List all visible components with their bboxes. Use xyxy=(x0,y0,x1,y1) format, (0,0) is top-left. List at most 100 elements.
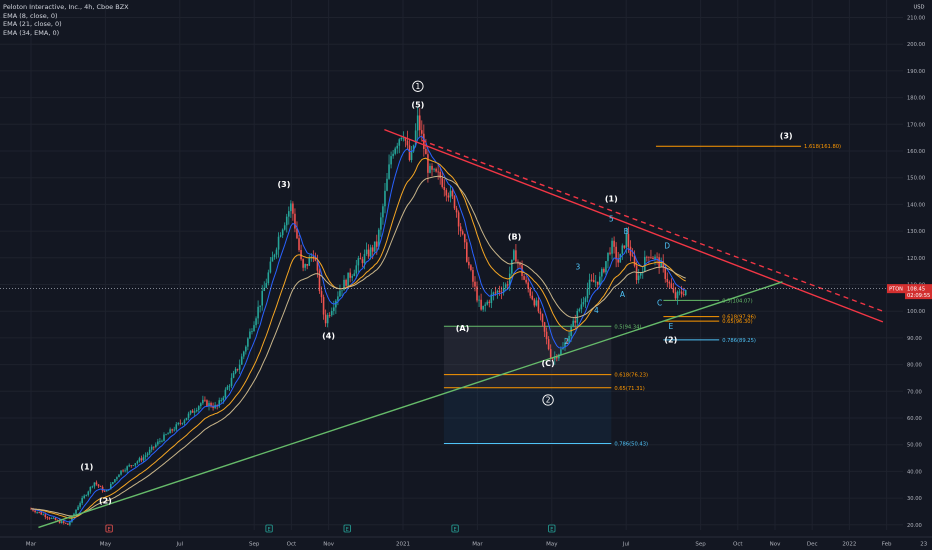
candle-body xyxy=(159,440,161,442)
candle-body xyxy=(547,339,550,350)
candle-body xyxy=(351,276,354,278)
candle-body xyxy=(603,269,605,273)
candle-body xyxy=(240,356,243,365)
earnings-marker[interactable] xyxy=(548,524,556,533)
earnings-marker[interactable] xyxy=(105,524,113,533)
candle-body xyxy=(167,433,169,435)
candle-body xyxy=(511,259,513,274)
candle-body xyxy=(465,242,468,262)
earnings-marker-label: E xyxy=(267,527,270,533)
time-tick-label: Nov xyxy=(770,542,781,548)
candle-body xyxy=(218,400,221,407)
candle-body xyxy=(406,140,409,146)
candle-body xyxy=(195,409,198,412)
price-tick-label: 170.00 xyxy=(907,122,925,128)
candle-body xyxy=(365,249,368,255)
candle-body xyxy=(306,263,309,266)
candle-body xyxy=(52,517,55,519)
ticker-tag[interactable] xyxy=(887,284,905,294)
candle-body xyxy=(627,233,630,247)
bar-countdown: 02:09:55 xyxy=(907,293,930,299)
last-price-tag[interactable] xyxy=(905,284,932,300)
candle-body xyxy=(392,153,394,157)
price-tick-label: 80.00 xyxy=(907,363,922,369)
indicator-ema-34: EMA (34, EMA, 0) xyxy=(3,28,60,37)
candle-body xyxy=(228,385,231,387)
candle-body xyxy=(508,273,511,286)
candle-body xyxy=(637,275,640,281)
candle-body xyxy=(650,257,652,259)
candle-body xyxy=(210,403,212,407)
candle-body xyxy=(290,203,292,212)
candle-body xyxy=(515,250,517,262)
candle-body xyxy=(316,260,319,271)
candle-body xyxy=(112,482,114,484)
candle-body xyxy=(232,373,235,378)
candle-body xyxy=(666,278,669,283)
candle-body xyxy=(87,491,90,496)
candle-body xyxy=(185,417,188,421)
candle-body xyxy=(36,512,38,513)
candle-body xyxy=(89,486,92,492)
candle-body xyxy=(142,457,145,461)
earnings-marker[interactable] xyxy=(265,524,273,533)
candle-body xyxy=(490,294,493,303)
earnings-marker[interactable] xyxy=(451,524,459,533)
last-price-value: 108.45 xyxy=(907,287,925,293)
candle-body xyxy=(502,288,505,293)
candle-body xyxy=(337,296,339,301)
candle-body xyxy=(474,281,476,287)
candle-body xyxy=(429,165,431,173)
candle-body xyxy=(582,302,585,305)
candle-body xyxy=(410,151,413,160)
candle-body xyxy=(255,318,257,326)
price-tick-label: 50.00 xyxy=(907,443,922,449)
trendline-solid[interactable] xyxy=(38,281,783,529)
ema-lines xyxy=(30,135,686,523)
candle-body xyxy=(553,356,556,360)
candle-body xyxy=(247,338,249,347)
candle-body xyxy=(519,262,521,266)
candle-body xyxy=(171,429,173,431)
time-axis[interactable]: Mar May Jul Sep Oct Nov 2021 Mar May Jul Sep Oct Nov… xyxy=(0,536,932,550)
candle-body xyxy=(631,255,634,257)
candle-body xyxy=(639,272,642,276)
candle-body xyxy=(412,145,415,152)
candle-body xyxy=(134,463,137,466)
candle-body xyxy=(431,165,433,170)
candle-body xyxy=(564,342,566,348)
candle-body xyxy=(339,290,341,297)
trendlines[interactable] xyxy=(38,128,884,529)
candle-body xyxy=(73,513,75,517)
symbol-title: Peloton Interactive, Inc., 4h, Cboe BZX xyxy=(3,3,129,11)
candle-body xyxy=(373,241,376,252)
wave-label: (2) xyxy=(664,335,677,344)
candle-body xyxy=(437,171,439,173)
trendline-dashed[interactable] xyxy=(421,139,884,312)
wave-label: (4) xyxy=(322,331,335,340)
price-tick-label: 60.00 xyxy=(907,416,922,422)
candle-body xyxy=(398,139,401,146)
candle-body xyxy=(165,434,167,436)
candle-body xyxy=(629,246,632,256)
wave-label: (B) xyxy=(508,232,521,241)
candle-body xyxy=(617,259,620,263)
candle-body xyxy=(335,300,337,308)
earnings-marker[interactable] xyxy=(343,524,351,533)
candle-body xyxy=(103,491,106,492)
fib-zone xyxy=(443,326,612,388)
candle-body xyxy=(662,261,665,267)
candle-body xyxy=(132,465,135,467)
candle-body xyxy=(126,466,128,471)
candle-body xyxy=(529,288,532,296)
candle-body xyxy=(558,354,560,359)
candle-body xyxy=(46,517,49,518)
trendline-solid[interactable] xyxy=(384,128,884,323)
candle-body xyxy=(670,283,673,289)
candle-body xyxy=(580,304,583,310)
time-tick-label: Nov xyxy=(323,542,334,548)
